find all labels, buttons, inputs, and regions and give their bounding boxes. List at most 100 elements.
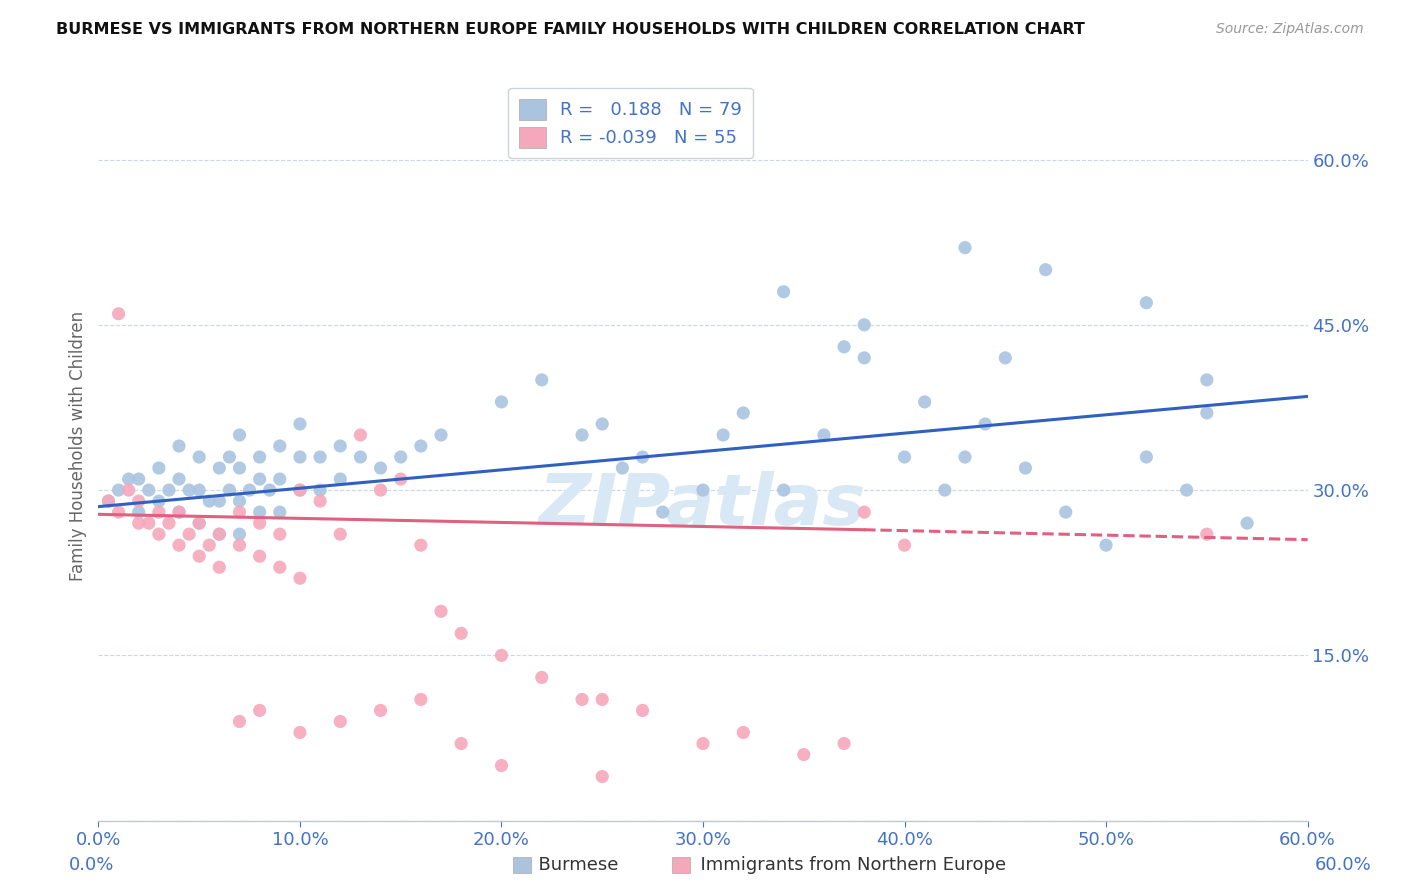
Point [349, 450, 371, 464]
Point [853, 505, 876, 519]
Point [188, 549, 211, 564]
Point [228, 527, 250, 541]
Point [994, 351, 1017, 365]
Point [259, 483, 281, 497]
Point [1035, 262, 1057, 277]
Bar [672, 857, 690, 873]
Point [167, 505, 190, 519]
Point [1195, 373, 1218, 387]
Point [148, 461, 170, 475]
Point [228, 494, 250, 508]
Point [167, 439, 190, 453]
Point [208, 494, 231, 508]
Point [530, 670, 553, 684]
Point [107, 307, 129, 321]
Text: Immigrants from Northern Europe: Immigrants from Northern Europe [689, 856, 1007, 874]
Point [329, 714, 352, 729]
Point [288, 571, 311, 585]
Point [1135, 450, 1157, 464]
Point [409, 692, 432, 706]
Point [853, 351, 876, 365]
Point [128, 505, 150, 519]
Point [530, 373, 553, 387]
Text: Source: ZipAtlas.com: Source: ZipAtlas.com [1216, 22, 1364, 37]
Point [329, 439, 352, 453]
Point [249, 516, 271, 530]
Point [288, 483, 311, 497]
Point [491, 648, 513, 663]
Point [218, 483, 240, 497]
Point [218, 450, 240, 464]
Point [370, 483, 392, 497]
Point [208, 461, 231, 475]
Point [249, 472, 271, 486]
Point [591, 770, 613, 784]
Point [148, 527, 170, 541]
Point [167, 505, 190, 519]
Point [591, 417, 613, 431]
Point [118, 472, 141, 486]
Point [430, 428, 453, 442]
Point [249, 450, 271, 464]
Point [409, 538, 432, 552]
Point [692, 483, 714, 497]
Point [1195, 406, 1218, 420]
Point [188, 516, 211, 530]
Point [179, 483, 201, 497]
Point [208, 527, 231, 541]
Point [309, 450, 332, 464]
Y-axis label: Family Households with Children: Family Households with Children [69, 311, 87, 581]
Point [631, 703, 654, 717]
Text: 0.0%: 0.0% [69, 856, 114, 874]
Legend: R =   0.188   N = 79, R = -0.039   N = 55: R = 0.188 N = 79, R = -0.039 N = 55 [508, 88, 754, 159]
Point [329, 527, 352, 541]
Point [148, 494, 170, 508]
Point [733, 725, 755, 739]
Point [389, 450, 412, 464]
Point [269, 472, 291, 486]
Point [167, 472, 190, 486]
Point [188, 483, 211, 497]
Point [269, 505, 291, 519]
Point [288, 450, 311, 464]
Point [269, 560, 291, 574]
Point [692, 737, 714, 751]
Point [188, 450, 211, 464]
Point [128, 472, 150, 486]
Point [430, 604, 453, 618]
Point [772, 285, 794, 299]
Point [793, 747, 815, 762]
Point [1054, 505, 1077, 519]
Point [450, 737, 472, 751]
Point [228, 505, 250, 519]
Point [893, 538, 915, 552]
Text: ZIPatlas: ZIPatlas [540, 472, 866, 541]
Point [167, 538, 190, 552]
Point [309, 483, 332, 497]
Point [148, 505, 170, 519]
Point [228, 714, 250, 729]
Point [813, 428, 835, 442]
Point [179, 527, 201, 541]
Point [208, 560, 231, 574]
Point [772, 483, 794, 497]
Point [228, 461, 250, 475]
Point [953, 450, 976, 464]
Point [228, 428, 250, 442]
Point [228, 538, 250, 552]
Point [288, 417, 311, 431]
Point [571, 428, 593, 442]
Point [1195, 527, 1218, 541]
Point [571, 692, 593, 706]
Point [1175, 483, 1198, 497]
Point [832, 340, 855, 354]
Point [832, 737, 855, 751]
Point [118, 483, 141, 497]
Point [329, 472, 352, 486]
Point [914, 395, 936, 409]
Text: 60.0%: 60.0% [1315, 856, 1371, 874]
Point [309, 494, 332, 508]
Text: Burmese: Burmese [527, 856, 619, 874]
Point [711, 428, 734, 442]
Point [349, 428, 371, 442]
